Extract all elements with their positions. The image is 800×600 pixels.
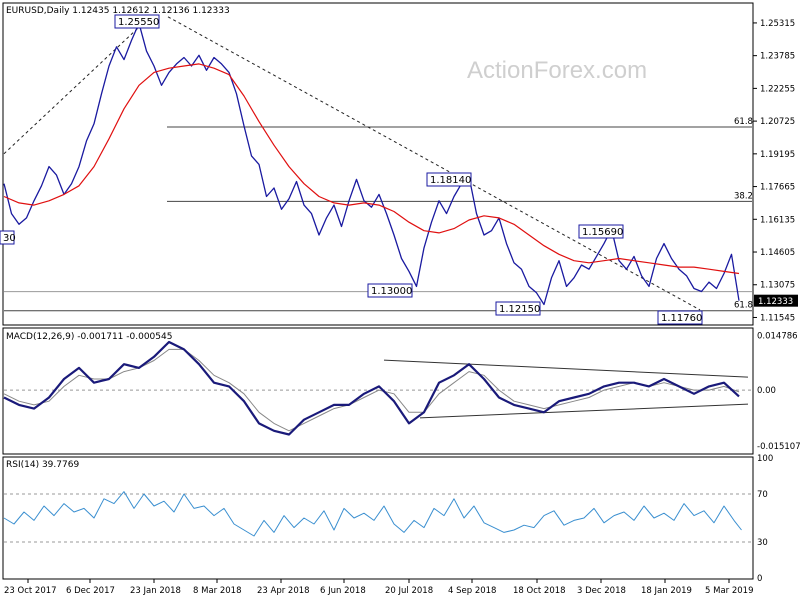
price-level-box [426, 172, 472, 187]
fibonacci-levels: 61.8 38.2 61.8 [4, 117, 753, 543]
annotations: 30 1.25550 1.18140 1.15690 1.13000 1.12150 1.1… [0, 14, 703, 325]
price-y-tick-label: 1.25315 [760, 19, 795, 29]
price-y-tick-label: 1.23785 [760, 52, 795, 62]
price-trendline-up [3, 16, 151, 155]
price-y-tick-label: 1.14605 [760, 248, 795, 258]
price-level-box [0, 230, 15, 245]
x-tick-label: 23 Oct 2017 [4, 586, 57, 596]
x-tick-label: 18 Oct 2018 [513, 586, 566, 596]
price-series-line [3, 22, 740, 306]
macd-panel-frame [2, 327, 754, 455]
watermark: ActionForex.com [467, 57, 647, 84]
price-level-label: 1.15690 [582, 227, 623, 238]
macd-signal-line [3, 348, 740, 432]
price-level-box [114, 14, 160, 29]
x-tick-label: 23 Jan 2018 [130, 586, 181, 596]
x-tick-label: 3 Dec 2018 [577, 586, 626, 596]
price-level-box [367, 283, 413, 298]
moving-average-line [3, 63, 740, 275]
rsi-panel-title: RSI(14) 39.7769 [6, 460, 79, 470]
series-layer [3, 22, 742, 537]
price-y-tick-label: 1.22255 [760, 84, 795, 94]
price-level-label: 1.13000 [371, 286, 412, 297]
price-panel-frame [2, 2, 754, 326]
macd-y-tick-label: 0.00 [757, 386, 776, 396]
rsi-y-tick-label: 70 [757, 490, 768, 500]
trend-lines [3, 16, 749, 419]
price-level-box [495, 301, 541, 316]
fib-level-label: 38.2 [734, 191, 753, 201]
rsi-y-tick-label: 0 [757, 574, 762, 584]
macd-y-tick-label: 0.014786 [757, 331, 798, 341]
price-y-tick-label: 1.17665 [760, 183, 795, 193]
x-tick-label: 4 Sep 2018 [448, 586, 496, 596]
rsi-y-tick-label: 100 [757, 454, 773, 464]
price-level-label: 1.12150 [499, 304, 540, 315]
price-level-label: 30 [3, 233, 16, 244]
price-y-tick-label: 1.11545 [760, 313, 795, 323]
rsi-y-tick-label: 30 [757, 538, 768, 548]
price-level-label: 1.25550 [118, 17, 159, 28]
rsi-panel-frame [2, 456, 754, 580]
x-tick-label: 18 Jan 2019 [641, 586, 692, 596]
macd-panel-title: MACD(12,26,9) -0.001711 -0.000545 [6, 332, 172, 342]
price-level-box [578, 224, 624, 239]
current-price-label: 1.12333 [758, 297, 793, 307]
price-level-label: 1.18140 [430, 175, 471, 186]
axis-ticks: 1.25315 1.23785 1.22255 1.20725 1.19195 1.176… [4, 19, 800, 596]
x-tick-label: 23 Apr 2018 [257, 586, 310, 596]
rsi-line [3, 491, 742, 537]
current-price-box [754, 294, 798, 307]
x-tick-label: 6 Dec 2017 [66, 586, 115, 596]
price-y-tick-label: 1.19195 [760, 150, 795, 160]
price-y-tick-label: 1.20725 [760, 117, 795, 127]
macd-line [3, 340, 740, 436]
fib-level-label: 61.8 [734, 301, 753, 311]
x-tick-label: 5 Mar 2019 [705, 586, 753, 596]
price-trendline-down [167, 16, 701, 311]
fib-level-label: 61.8 [734, 117, 753, 127]
x-tick-label: 20 Jul 2018 [385, 586, 433, 596]
x-tick-label: 6 Jun 2018 [320, 586, 366, 596]
macd-y-tick-label: -0.015107 [757, 442, 800, 452]
price-y-tick-label: 1.13075 [760, 281, 795, 291]
x-tick-label: 8 Mar 2018 [193, 586, 241, 596]
price-panel-title: EURUSD,Daily 1.12435 1.12612 1.12136 1.1… [6, 6, 230, 16]
macd-trendline [419, 403, 749, 419]
macd-trendline [383, 359, 749, 378]
price-level-box [657, 310, 703, 325]
price-y-tick-label: 1.16135 [760, 215, 795, 225]
price-level-label: 1.11760 [661, 313, 702, 324]
